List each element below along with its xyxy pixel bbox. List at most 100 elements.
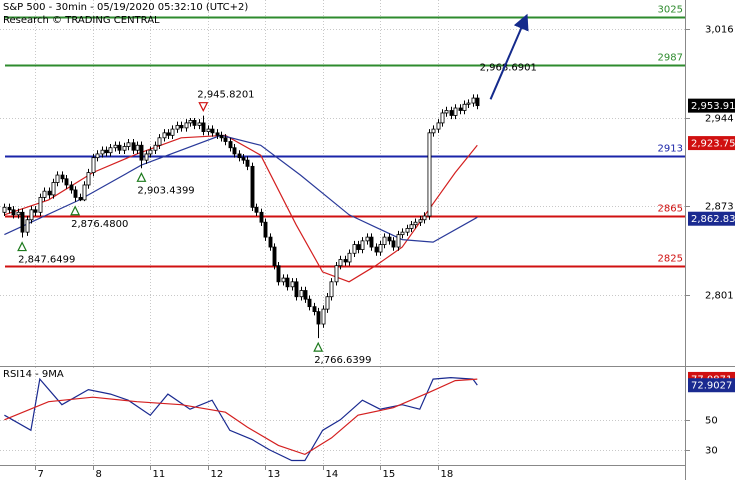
- forecast-arrow: [489, 13, 529, 100]
- candle-body: [104, 149, 109, 154]
- candle-body: [334, 265, 339, 283]
- candle-body: [188, 120, 193, 124]
- candle-body: [338, 259, 343, 267]
- candle-body: [449, 110, 454, 116]
- candle-body: [458, 107, 463, 111]
- candle-body: [391, 240, 396, 248]
- price-tag-label: 72.9027: [691, 381, 732, 392]
- candle-body: [179, 124, 184, 129]
- candle-body: [175, 124, 180, 130]
- candle-body: [7, 206, 12, 211]
- candle-body: [321, 308, 326, 325]
- candle-body: [285, 277, 290, 288]
- candle-body: [263, 221, 268, 238]
- candle-body: [462, 103, 467, 111]
- candle-body: [16, 211, 21, 216]
- candle-body: [329, 281, 334, 298]
- candle-body: [237, 153, 242, 159]
- candle-body: [20, 211, 25, 233]
- candle-body: [356, 244, 361, 250]
- x-tick-label: 12: [211, 469, 224, 480]
- candle-body: [55, 174, 60, 183]
- y-tick-label: 3,016: [705, 25, 734, 36]
- candle-body: [369, 236, 374, 248]
- candle-body: [153, 144, 158, 151]
- candle-body: [86, 172, 91, 186]
- candle-body: [117, 144, 122, 151]
- candle-body: [471, 97, 476, 104]
- candle-body: [166, 132, 171, 136]
- candle-body: [360, 240, 365, 250]
- x-tick-label: 14: [326, 469, 339, 480]
- candle-body: [192, 120, 197, 126]
- rsi-title: RSI14 - 9MA: [3, 369, 64, 380]
- candle-body: [108, 147, 113, 154]
- candle-body: [38, 196, 43, 213]
- candle-body: [294, 281, 299, 298]
- candle-body: [162, 132, 167, 139]
- candle-body: [254, 206, 259, 213]
- candle-body: [374, 246, 379, 253]
- low-label: 2,766.6399: [314, 355, 371, 366]
- candle-body: [312, 306, 317, 313]
- rsi-line: [4, 376, 478, 462]
- candle-body: [431, 128, 436, 134]
- candle-body: [206, 128, 211, 132]
- candle-body: [197, 122, 202, 126]
- candle-body: [444, 110, 449, 114]
- candle-body: [215, 132, 220, 136]
- candle-body: [303, 290, 308, 300]
- candle-body: [453, 107, 458, 116]
- x-tick-label: 15: [383, 469, 396, 480]
- y-tick-label: 2,801: [705, 291, 734, 302]
- candle-body: [60, 174, 65, 180]
- level-label: 3025: [658, 5, 683, 16]
- candle-body: [51, 182, 56, 196]
- candle-body: [95, 153, 100, 159]
- candle-body: [82, 184, 87, 201]
- candle-body: [352, 244, 357, 254]
- high-label: 2,945.8201: [197, 90, 254, 101]
- price-tag-label: 2,862.83: [691, 214, 735, 225]
- low-label: 2,847.6499: [18, 255, 75, 266]
- candle-body: [325, 296, 330, 310]
- candle-body: [276, 265, 281, 283]
- price-tag: [688, 98, 735, 113]
- candle-body: [365, 236, 370, 242]
- candle-body: [219, 134, 224, 139]
- candle-body: [347, 252, 352, 263]
- candle-body: [210, 128, 215, 134]
- candle-body: [47, 190, 52, 196]
- candle-body: [272, 246, 277, 267]
- low-marker: [136, 171, 147, 182]
- candle-body: [100, 149, 105, 155]
- candle-body: [29, 209, 34, 221]
- candle-body: [405, 228, 410, 233]
- candle-body: [241, 157, 246, 161]
- candle-body: [382, 236, 387, 245]
- candle-body: [73, 189, 78, 198]
- candle-body: [250, 165, 255, 208]
- candle-body: [440, 112, 445, 124]
- moving-average: [4, 134, 478, 243]
- candle-body: [170, 128, 175, 136]
- candle-body: [316, 311, 321, 325]
- candle-body: [232, 147, 237, 155]
- candle-body: [307, 298, 312, 308]
- candle-body: [113, 144, 118, 149]
- low-marker: [70, 205, 81, 216]
- chart-title: S&P 500 - 30min - 05/19/2020 05:32:10 (U…: [3, 2, 248, 13]
- candle-body: [184, 122, 189, 129]
- candle-body: [259, 211, 264, 223]
- y-tick-label: 2,873: [705, 202, 734, 213]
- candle-body: [144, 153, 149, 161]
- candle-body: [378, 244, 383, 253]
- candle-body: [139, 144, 144, 161]
- x-tick-label: 7: [38, 469, 44, 480]
- candle-body: [201, 122, 206, 132]
- candle-body: [343, 259, 348, 263]
- price-tag: [688, 136, 735, 151]
- y-tick-label: 50: [705, 416, 718, 427]
